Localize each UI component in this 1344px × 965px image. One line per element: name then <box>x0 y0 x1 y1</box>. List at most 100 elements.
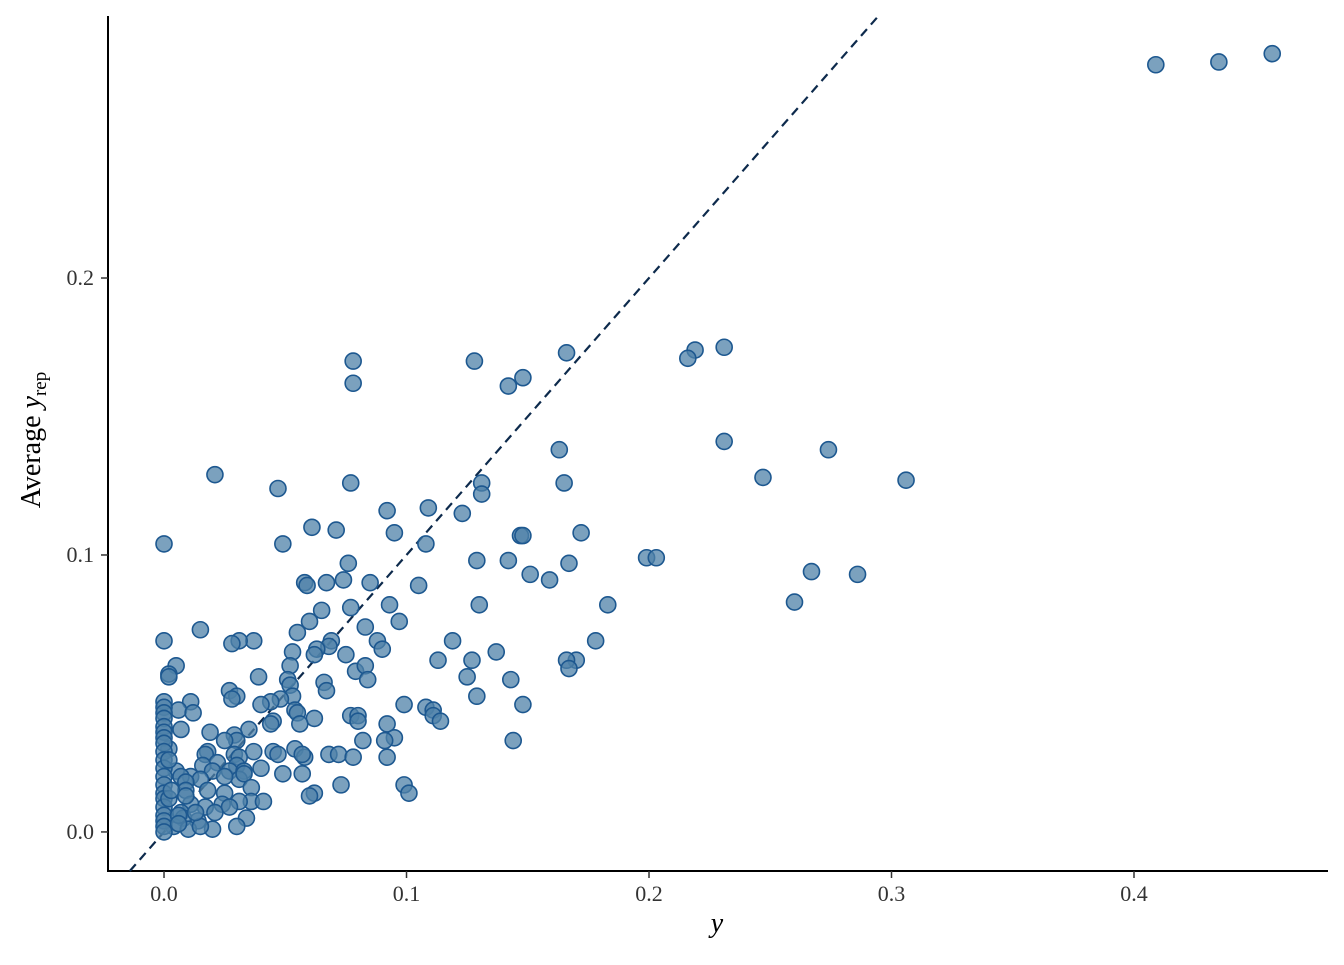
point <box>349 712 367 730</box>
point <box>373 640 392 658</box>
point <box>215 731 234 750</box>
y-label-sub: rep <box>30 372 51 396</box>
point <box>249 668 268 686</box>
x-tick-label: 0.0 <box>150 881 178 906</box>
point <box>550 440 569 459</box>
point <box>344 352 362 370</box>
point <box>172 720 190 739</box>
point <box>206 465 224 484</box>
point <box>354 731 372 750</box>
point <box>378 715 396 733</box>
point <box>465 352 484 370</box>
point <box>501 670 520 689</box>
point <box>160 751 178 769</box>
point <box>254 792 273 811</box>
point <box>274 764 292 783</box>
reference-line <box>128 15 880 872</box>
point <box>380 596 399 614</box>
y-axis-label: Average yrep <box>16 372 51 508</box>
point <box>819 440 838 459</box>
point <box>429 651 447 670</box>
point <box>468 551 486 570</box>
point <box>468 687 486 706</box>
x-tick-label: 0.2 <box>635 881 663 906</box>
point <box>186 803 205 822</box>
point <box>848 565 867 584</box>
point <box>499 377 518 395</box>
point <box>327 521 345 539</box>
point <box>305 709 324 728</box>
point <box>341 598 360 617</box>
point <box>227 817 246 836</box>
point <box>598 596 617 614</box>
point <box>155 823 173 841</box>
point <box>300 612 319 631</box>
point <box>463 651 481 670</box>
point <box>572 524 590 542</box>
point <box>472 485 491 503</box>
point <box>198 781 217 800</box>
point <box>514 526 532 545</box>
point <box>453 504 472 523</box>
point <box>344 748 362 766</box>
point <box>555 474 573 492</box>
point <box>223 690 241 708</box>
point <box>715 432 733 451</box>
point <box>317 681 336 700</box>
point <box>252 759 270 778</box>
point <box>300 787 319 805</box>
point <box>754 468 772 487</box>
point <box>288 623 307 642</box>
y-label-var: y <box>16 395 47 411</box>
point <box>215 767 234 786</box>
point <box>184 704 202 722</box>
point <box>223 634 241 653</box>
point <box>514 368 532 387</box>
point <box>291 715 309 733</box>
point <box>220 798 239 816</box>
point <box>802 562 821 581</box>
point <box>293 764 312 783</box>
point <box>557 343 576 362</box>
point <box>560 554 578 573</box>
point <box>358 670 377 689</box>
point <box>155 535 173 553</box>
point <box>540 571 559 589</box>
x-axis-label: y <box>708 908 724 939</box>
point <box>378 501 396 520</box>
y-tick-label: 0.0 <box>67 819 95 844</box>
point <box>169 814 188 833</box>
point <box>1210 53 1228 71</box>
point <box>375 731 394 750</box>
point <box>395 695 413 714</box>
point <box>344 374 362 393</box>
point <box>390 612 409 631</box>
point <box>499 551 518 570</box>
point <box>274 535 292 553</box>
x-tick-label: 0.3 <box>878 881 906 906</box>
point <box>155 632 173 650</box>
point <box>487 643 506 661</box>
point <box>458 668 476 686</box>
point <box>1263 44 1282 63</box>
point <box>341 474 360 492</box>
point <box>298 576 316 595</box>
point <box>361 573 379 592</box>
point <box>419 499 438 517</box>
point <box>201 723 219 742</box>
point <box>269 479 287 498</box>
point <box>470 596 489 614</box>
point <box>514 695 532 714</box>
point <box>400 784 418 802</box>
point <box>206 803 224 822</box>
point <box>409 576 428 595</box>
point <box>305 645 324 664</box>
point <box>897 471 915 489</box>
point <box>504 731 523 750</box>
point <box>177 787 195 805</box>
point <box>261 715 280 733</box>
point <box>191 620 210 639</box>
point <box>443 632 462 650</box>
point <box>1147 55 1165 74</box>
